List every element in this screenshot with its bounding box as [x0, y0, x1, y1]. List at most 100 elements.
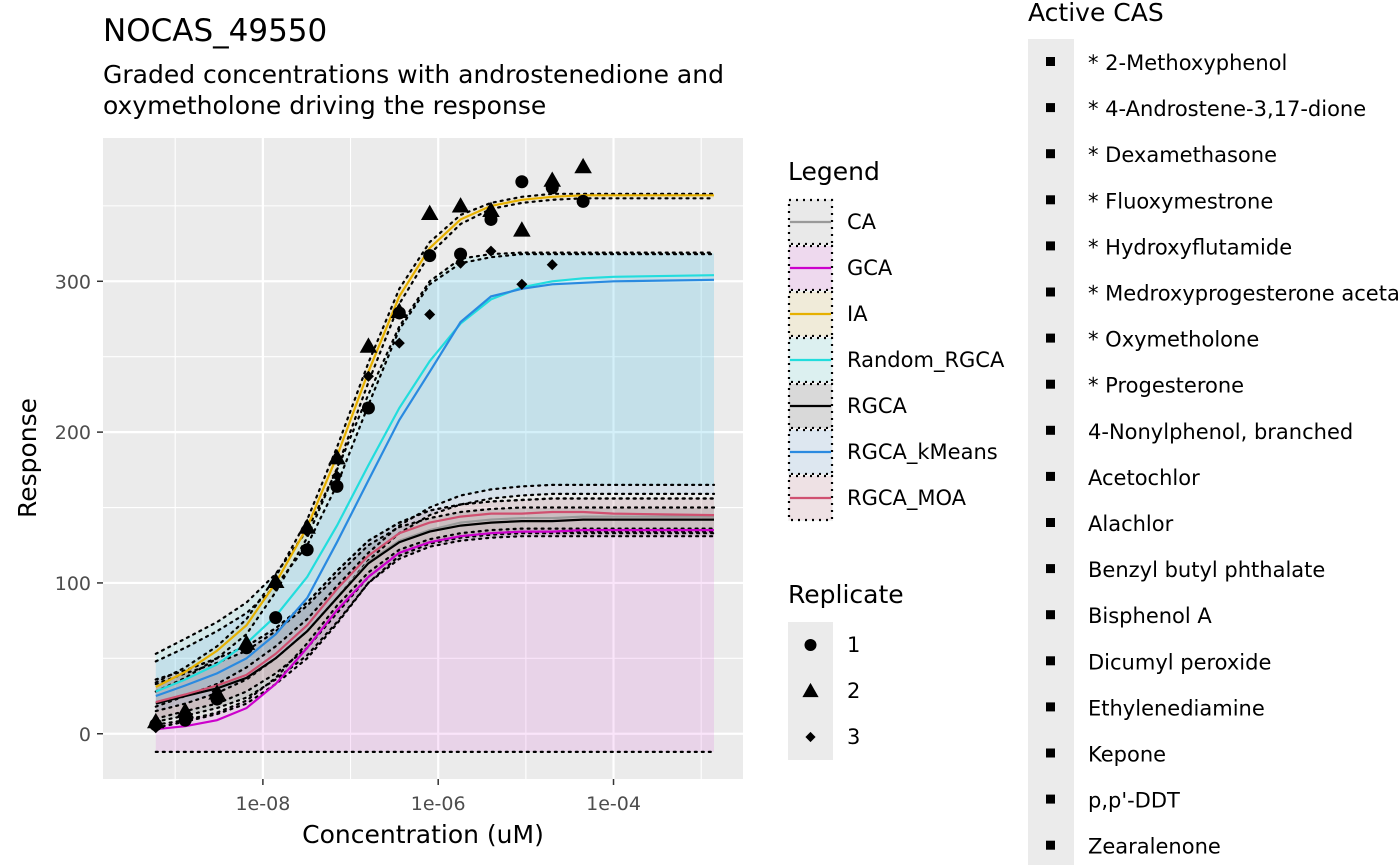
legend-label-GCA: GCA — [847, 256, 893, 280]
point-replicate-2 — [328, 448, 346, 465]
active-cas-key-square — [1046, 840, 1055, 850]
active-cas-key-square — [1046, 149, 1055, 159]
y-tick-label: 100 — [55, 573, 91, 595]
point-replicate-3 — [211, 685, 223, 698]
replicate-label: 2 — [847, 679, 860, 703]
active-cas-label: * 4-Androstene-3,17-dione — [1088, 97, 1366, 121]
active-cas-label: Ethylenediamine — [1088, 696, 1265, 720]
point-replicate-1 — [515, 175, 529, 189]
replicate-key-triangle — [802, 682, 819, 698]
point-replicate-3 — [240, 640, 253, 652]
active-cas-key-square — [1046, 748, 1055, 758]
x-tick-label: 1e-04 — [586, 793, 641, 815]
y-axis-title: Response — [13, 398, 42, 518]
active-cas-label: * Oxymetholone — [1088, 328, 1259, 352]
legend-title: Legend — [788, 157, 880, 186]
line-RGCA_MOA — [155, 510, 715, 704]
replicate-legend: 1 2 3 — [788, 622, 860, 760]
point-replicate-2 — [543, 171, 562, 187]
active-cas-label: 4-Nonylphenol, branched — [1088, 420, 1353, 444]
y-tick-label: 200 — [55, 422, 91, 444]
point-replicate-3 — [485, 245, 497, 257]
active-cas-label: * Fluoxymestrone — [1088, 189, 1273, 213]
lower-bound-RGCA — [154, 535, 716, 723]
series-lines — [155, 194, 715, 731]
upper-bound-Random_RGCA — [154, 251, 716, 655]
point-replicate-3 — [393, 337, 405, 349]
legend-label-RGCA_MOA: RGCA_MOA — [847, 486, 967, 511]
active-cas-key-square — [1046, 471, 1055, 481]
series-legend: CA GCA IA Random_RGCA RGCA RGCA_kMeans RGCA_MO… — [787, 198, 1005, 522]
active-cas-label: Alachlor — [1088, 512, 1174, 536]
point-replicate-3 — [270, 580, 282, 592]
point-replicate-2 — [451, 197, 470, 213]
point-replicate-3 — [150, 722, 162, 734]
chart-subtitle-line-1: Graded concentrations with androstenedio… — [103, 60, 724, 89]
active-cas-key-square — [1046, 425, 1055, 435]
active-cas-key-square — [1046, 287, 1055, 297]
active-cas-label: Zearalenone — [1088, 835, 1221, 859]
upper-bound-GCA — [154, 527, 716, 726]
plot-panel — [103, 138, 743, 779]
point-replicate-2 — [147, 712, 165, 729]
point-replicate-3 — [546, 259, 558, 271]
active-cas-label: * 2-Methoxyphenol — [1088, 51, 1287, 75]
point-replicate-2 — [359, 337, 378, 353]
active-cas-legend: * 2-Methoxyphenol * 4-Androstene-3,17-dio… — [1028, 39, 1400, 865]
point-replicate-1 — [423, 249, 437, 263]
point-replicate-2 — [420, 204, 439, 220]
point-replicate-3 — [424, 308, 436, 320]
point-replicate-3 — [179, 710, 191, 722]
x-axis-ticks: 1e-08 1e-06 1e-04 — [235, 779, 641, 815]
x-tick-label: 1e-08 — [235, 793, 290, 815]
point-replicate-3 — [362, 370, 374, 382]
point-replicate-1 — [269, 611, 283, 625]
point-replicate-1 — [576, 194, 590, 208]
active-cas-key-column — [1028, 39, 1074, 865]
lower-bound-CA — [154, 532, 716, 729]
active-cas-key-square — [1046, 656, 1055, 666]
legend-label-Random_RGCA: Random_RGCA — [847, 348, 1005, 373]
lower-bound-IA — [154, 197, 716, 693]
point-replicate-2 — [390, 302, 409, 319]
point-replicate-3 — [516, 278, 528, 290]
point-replicate-1 — [454, 247, 468, 261]
point-replicate-2 — [266, 572, 285, 589]
active-cas-title: Active CAS — [1028, 0, 1164, 27]
upper-bound-IA — [154, 192, 716, 684]
replicate-label: 3 — [847, 725, 860, 749]
active-cas-key-square — [1046, 702, 1055, 712]
replicate-points — [147, 157, 592, 734]
active-cas-label: p,p'-DDT — [1088, 789, 1180, 813]
legend-label-CA: CA — [847, 210, 877, 234]
y-tick-label: 0 — [79, 724, 91, 746]
point-replicate-3 — [455, 257, 467, 269]
active-cas-label: Acetochlor — [1088, 466, 1200, 490]
active-cas-label: Benzyl butyl phthalate — [1088, 558, 1325, 582]
active-cas-key-square — [1046, 57, 1055, 66]
active-cas-label: * Medroxyprogesterone acetate — [1088, 282, 1400, 306]
line-Random_RGCA — [155, 274, 715, 693]
replicate-legend-title: Replicate — [788, 580, 904, 609]
active-cas-label: * Hydroxyflutamide — [1088, 235, 1292, 259]
active-cas-key-square — [1046, 794, 1055, 804]
y-axis-ticks: 0 100 200 300 — [55, 271, 103, 746]
active-cas-label: Dicumyl peroxide — [1088, 650, 1271, 674]
y-tick-label: 300 — [55, 271, 91, 293]
legend-label-RGCA_kMeans: RGCA_kMeans — [847, 440, 998, 465]
ribbon-GCA — [155, 528, 715, 752]
active-cas-key-square — [1046, 195, 1055, 205]
point-replicate-2 — [176, 702, 194, 718]
ribbon-RGCA_kMeans — [155, 254, 715, 712]
legend-label-IA: IA — [847, 302, 868, 326]
legend-label-RGCA: RGCA — [847, 394, 908, 418]
line-RGCA_kMeans — [155, 278, 715, 698]
point-replicate-3 — [331, 470, 343, 482]
active-cas-key-square — [1046, 103, 1055, 113]
active-cas-key-square — [1046, 333, 1055, 343]
line-RGCA — [155, 518, 714, 705]
point-replicate-2 — [298, 518, 316, 534]
active-cas-key-square — [1046, 610, 1055, 620]
point-replicate-1 — [361, 401, 375, 415]
lower-bound-Random_RGCA — [154, 483, 716, 708]
